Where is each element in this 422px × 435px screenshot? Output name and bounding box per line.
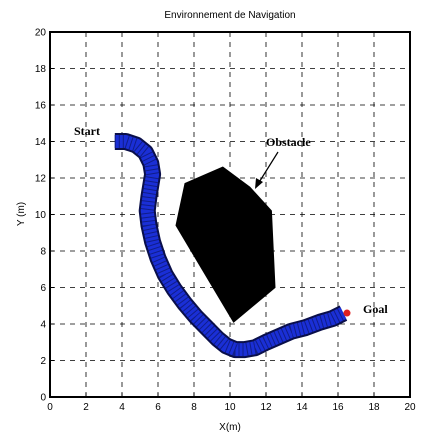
x-tick-label: 16 xyxy=(332,402,344,413)
obstacle-layer xyxy=(175,166,276,323)
y-tick-label: 4 xyxy=(40,320,46,331)
x-axis-label: X(m) xyxy=(219,422,241,433)
chart-title: Environnement de Navigation xyxy=(164,10,295,21)
x-tick-label: 12 xyxy=(260,402,272,413)
x-tick-label: 10 xyxy=(224,402,236,413)
y-tick-label: 8 xyxy=(40,247,46,258)
obstacle-arrowhead xyxy=(255,178,263,189)
obstacle-polygon xyxy=(175,166,276,323)
x-tick-label: 20 xyxy=(404,402,416,413)
x-tick-label: 8 xyxy=(191,402,197,413)
y-tick-label: 18 xyxy=(35,64,47,75)
x-tick-label: 14 xyxy=(296,402,308,413)
y-tick-label: 6 xyxy=(40,283,46,294)
y-tick-label: 20 xyxy=(35,28,47,39)
goal-label: Goal xyxy=(363,302,388,316)
y-tick-label: 10 xyxy=(35,210,47,221)
trajectory-layer xyxy=(114,133,351,359)
x-axis-ticks: 0 2 4 6 8 10 12 14 16 18 20 xyxy=(47,393,416,413)
obstacle-label: Obstacle xyxy=(266,135,311,149)
goal-marker xyxy=(343,309,351,317)
x-tick-label: 0 xyxy=(47,402,53,413)
x-tick-label: 4 xyxy=(119,402,125,413)
y-axis-ticks: 0 2 4 6 8 10 12 14 16 18 20 xyxy=(35,28,54,404)
obstacle-arrow xyxy=(257,151,279,185)
trajectory-stripes xyxy=(114,135,347,357)
y-tick-label: 2 xyxy=(40,356,46,367)
y-tick-label: 12 xyxy=(35,174,47,185)
y-tick-label: 0 xyxy=(40,393,46,404)
x-tick-label: 2 xyxy=(83,402,89,413)
y-axis-label: Y (m) xyxy=(16,202,27,226)
y-tick-label: 16 xyxy=(35,101,47,112)
start-label: Start xyxy=(74,124,100,138)
x-tick-label: 6 xyxy=(155,402,161,413)
y-tick-label: 14 xyxy=(35,137,47,148)
x-tick-label: 18 xyxy=(368,402,380,413)
annotation-layer: Start Obstacle Goal xyxy=(74,124,388,316)
